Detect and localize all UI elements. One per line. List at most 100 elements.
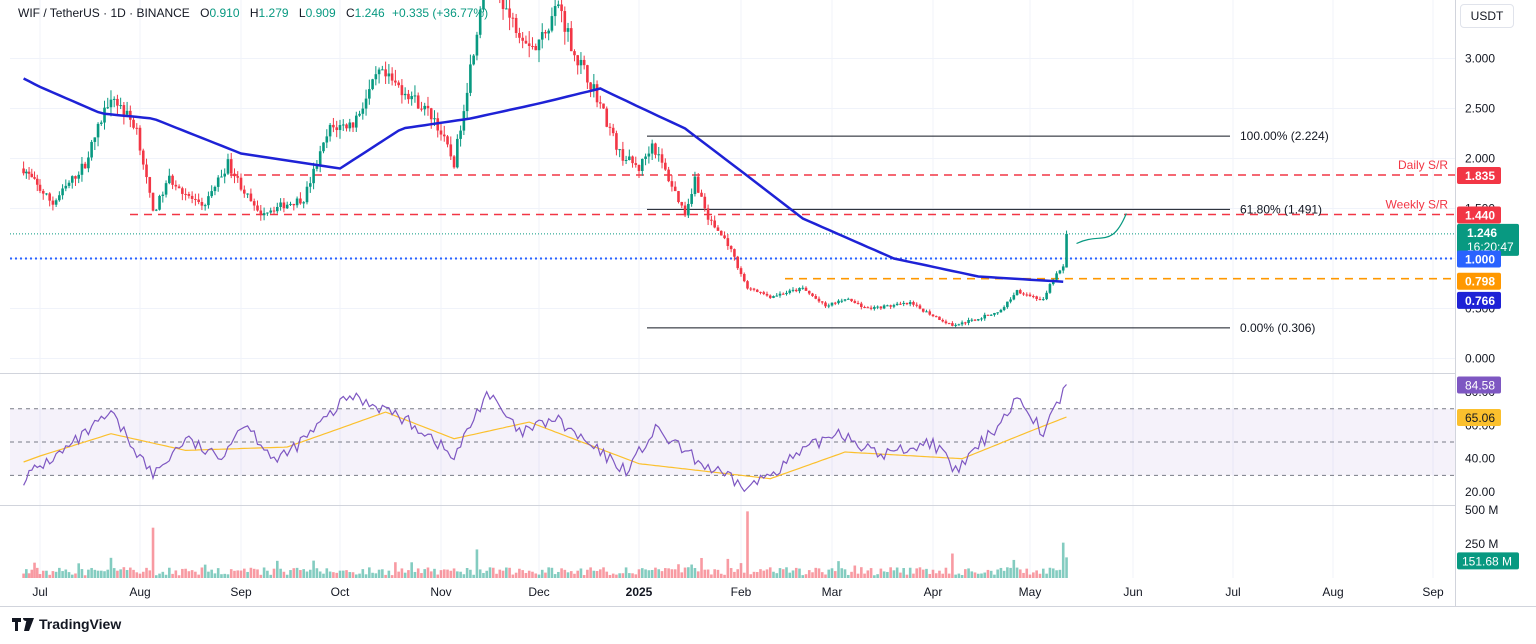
volume-bar bbox=[860, 567, 863, 578]
candle-body bbox=[683, 205, 687, 216]
candle-body bbox=[282, 202, 286, 209]
volume-bar bbox=[397, 571, 400, 578]
candle-body bbox=[586, 65, 589, 83]
candle-body bbox=[925, 311, 928, 313]
volume-bar bbox=[976, 573, 980, 578]
volume-bar bbox=[534, 573, 538, 578]
volume-bar bbox=[210, 569, 213, 578]
candle-body bbox=[947, 323, 951, 325]
volume-bar bbox=[168, 567, 171, 578]
volume-bar bbox=[259, 574, 263, 578]
candle-body bbox=[746, 281, 749, 289]
candle-body bbox=[755, 289, 759, 292]
volume-bar bbox=[650, 569, 654, 578]
moving-average bbox=[23, 77, 1064, 283]
last-price-tag bbox=[1457, 223, 1519, 256]
symbol-title[interactable]: WIF / TetherUS · 1D · BINANCE bbox=[18, 6, 190, 20]
rsi-tick-label: 40.00 bbox=[1465, 452, 1495, 466]
candle-body bbox=[38, 184, 42, 191]
volume-bar bbox=[164, 574, 168, 578]
countdown-value: 16:20:47 bbox=[1467, 240, 1514, 254]
volume-bar bbox=[778, 568, 782, 578]
x-tick-label: Aug bbox=[1322, 585, 1343, 599]
volume-bar bbox=[446, 569, 449, 578]
candle-body bbox=[768, 295, 772, 298]
volume-bar bbox=[973, 572, 977, 578]
candle-body bbox=[302, 202, 305, 204]
volume-bar bbox=[608, 574, 612, 578]
volume-bar bbox=[478, 569, 482, 578]
candle-body bbox=[171, 175, 174, 185]
candle-body bbox=[553, 6, 557, 17]
tradingview-logo[interactable]: TradingView bbox=[12, 616, 121, 632]
volume-bar bbox=[407, 570, 410, 578]
volume-bar bbox=[302, 569, 305, 578]
volume-bar bbox=[262, 567, 266, 578]
candle-body bbox=[873, 306, 876, 309]
volume-bar bbox=[491, 567, 495, 578]
candle-body bbox=[426, 105, 430, 109]
volume-bar bbox=[1051, 568, 1055, 578]
candle-body bbox=[908, 302, 912, 305]
volume-bar bbox=[1019, 569, 1022, 578]
candle-body bbox=[814, 296, 818, 299]
candle-body bbox=[252, 201, 256, 206]
rsi-value-label: 84.58 bbox=[1465, 378, 1495, 392]
volume-bar bbox=[595, 570, 599, 578]
volume-bar bbox=[197, 574, 200, 578]
volume-bar bbox=[394, 562, 397, 578]
volume-bar bbox=[83, 575, 87, 578]
volume-bar bbox=[299, 570, 302, 578]
candle-body bbox=[775, 295, 779, 297]
volume-bar bbox=[550, 567, 554, 578]
volume-tick-label: 250 M bbox=[1465, 537, 1498, 551]
candle-body bbox=[229, 159, 233, 174]
volume-bar bbox=[112, 568, 116, 578]
volume-bar bbox=[174, 570, 178, 578]
candle-body bbox=[598, 102, 602, 104]
candle-body bbox=[246, 193, 249, 195]
candle-body bbox=[226, 159, 230, 174]
candle-body bbox=[696, 176, 700, 193]
volume-bar bbox=[925, 568, 928, 578]
volume-bar bbox=[723, 574, 726, 578]
candle-body bbox=[1045, 292, 1048, 300]
currency-button[interactable]: USDT bbox=[1460, 4, 1514, 28]
candle-body bbox=[576, 55, 580, 66]
candle-body bbox=[33, 177, 36, 179]
volume-bar bbox=[749, 574, 753, 578]
volume-bar bbox=[856, 573, 860, 578]
volume-bar bbox=[934, 573, 938, 578]
candle-body bbox=[820, 301, 824, 303]
candle-body bbox=[74, 176, 77, 179]
candle-body bbox=[733, 249, 736, 257]
volume-bar bbox=[269, 574, 272, 578]
x-tick-label: Mar bbox=[822, 585, 843, 599]
volume-bar bbox=[449, 570, 453, 578]
candle-body bbox=[850, 298, 853, 302]
volume-bar bbox=[957, 573, 961, 578]
volume-bar bbox=[837, 561, 840, 578]
level-label: Daily S/R bbox=[1398, 158, 1448, 172]
candle-body bbox=[213, 186, 217, 192]
candle-body bbox=[647, 153, 651, 157]
candle-body bbox=[785, 292, 788, 295]
candle-body bbox=[249, 193, 253, 202]
candle-body bbox=[762, 292, 766, 294]
volume-bar bbox=[462, 574, 466, 578]
candle-body bbox=[765, 293, 769, 296]
volume-bar bbox=[475, 549, 479, 578]
candle-body bbox=[184, 193, 187, 195]
candle-body bbox=[634, 163, 638, 165]
axes: Jul Aug Sep Oct Nov Dec 2025 Feb Mar Apr May Jun Jul… bbox=[32, 52, 1498, 600]
volume-bar bbox=[640, 568, 644, 578]
volume-bar bbox=[138, 573, 142, 578]
volume-bar bbox=[338, 570, 342, 578]
rsi-line bbox=[23, 384, 1067, 493]
candle-body bbox=[882, 305, 886, 309]
candle-body bbox=[332, 124, 335, 128]
volume-bar bbox=[667, 568, 670, 578]
volume-bar bbox=[690, 564, 693, 578]
volume-bar bbox=[954, 574, 957, 578]
